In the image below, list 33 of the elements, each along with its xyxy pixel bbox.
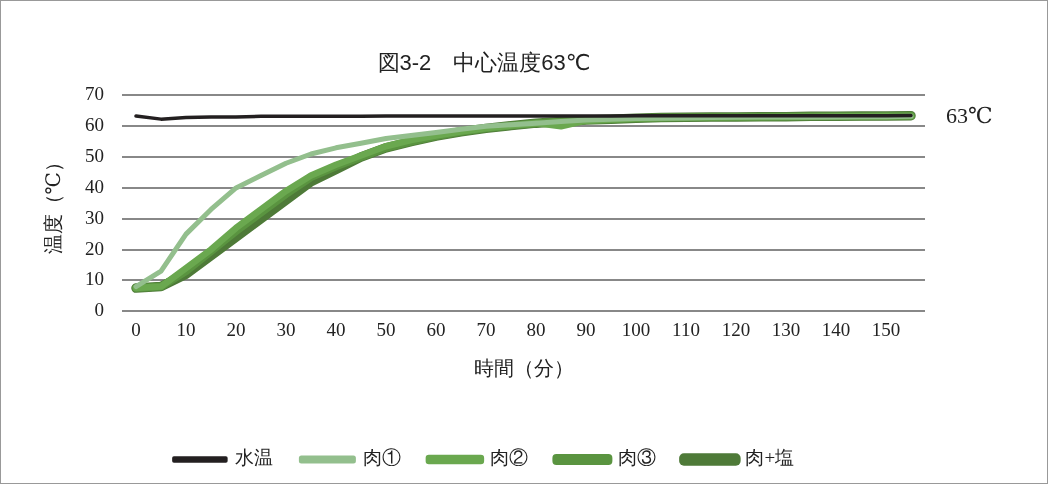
y-tick-label: 50: [85, 145, 104, 167]
x-tick-label: 80: [526, 318, 546, 340]
x-tick-label: 130: [771, 318, 801, 340]
x-tick-label: 110: [672, 318, 700, 340]
x-tick-label: 0: [131, 318, 141, 340]
y-tick-label: 70: [85, 83, 104, 105]
x-tick-label: 70: [476, 318, 496, 340]
y-tick-label: 0: [94, 299, 104, 321]
annotation: 63℃: [946, 102, 993, 128]
y-tick-label: 30: [85, 206, 104, 228]
legend-label: 肉+塩: [745, 447, 795, 469]
x-tick-label: 140: [821, 318, 851, 340]
legend-label: 水温: [235, 447, 274, 469]
x-tick-label: 90: [576, 318, 596, 340]
x-tick-label: 60: [426, 318, 446, 340]
y-tick-label: 40: [85, 175, 104, 197]
x-tick-label: 40: [326, 318, 346, 340]
y-tick-label: 20: [85, 237, 104, 259]
legend-label: 肉②: [490, 447, 529, 469]
x-tick-label: 10: [176, 318, 196, 340]
x-tick-label: 20: [226, 318, 246, 340]
y-axis-title: 温度（℃）: [42, 152, 65, 255]
x-tick-label: 50: [376, 318, 396, 340]
x-tick-label: 150: [871, 318, 901, 340]
legend-label: 肉①: [362, 447, 401, 469]
y-tick-label: 60: [85, 114, 104, 136]
y-tick-label: 10: [85, 268, 104, 290]
x-tick-label: 100: [621, 318, 651, 340]
x-tick-label: 30: [276, 318, 296, 340]
x-tick-label: 120: [721, 318, 751, 340]
legend-label: 肉③: [617, 447, 656, 469]
chart-title: 図3-2 中心温度63℃: [377, 50, 591, 76]
x-axis-title: 時間（分）: [473, 357, 574, 380]
